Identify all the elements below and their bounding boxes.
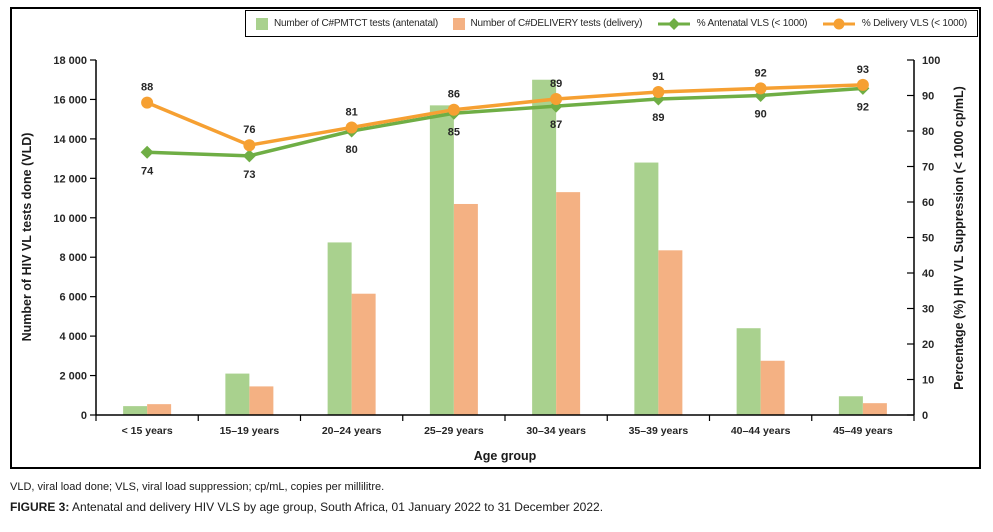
legend-label-antenatal-line: % Antenatal VLS (< 1000) (696, 18, 808, 29)
figure-caption-label: FIGURE 3: (10, 500, 70, 514)
figure-caption: FIGURE 3: Antenatal and delivery HIV VLS… (10, 498, 985, 516)
legend-item-delivery-bars: Number of C#DELIVERY tests (delivery) (452, 17, 643, 30)
legend-item-delivery-line: % Delivery VLS (< 1000) (822, 17, 967, 31)
chart-legend: Number of C#PMTCT tests (antenatal) Numb… (245, 10, 978, 37)
delivery-line-swatch-icon (822, 18, 855, 29)
legend-item-antenatal-line: % Antenatal VLS (< 1000) (657, 17, 808, 31)
chart-frame (10, 7, 981, 469)
antenatal-bar-swatch-icon (256, 17, 268, 30)
delivery-bar-swatch-icon (452, 17, 465, 30)
legend-label-delivery-bars: Number of C#DELIVERY tests (delivery) (470, 18, 643, 29)
figure-caption-text: Antenatal and delivery HIV VLS by age gr… (69, 500, 604, 514)
antenatal-line-swatch-icon (657, 17, 690, 30)
abbreviations-note: VLD, viral load done; VLS, viral load su… (10, 481, 385, 493)
legend-label-antenatal-bars: Number of C#PMTCT tests (antenatal) (274, 18, 438, 29)
legend-item-antenatal-bars: Number of C#PMTCT tests (antenatal) (256, 17, 438, 30)
figure-captions: VLD, viral load done; VLS, viral load su… (10, 478, 985, 516)
legend-label-delivery-line: % Delivery VLS (< 1000) (861, 18, 967, 29)
